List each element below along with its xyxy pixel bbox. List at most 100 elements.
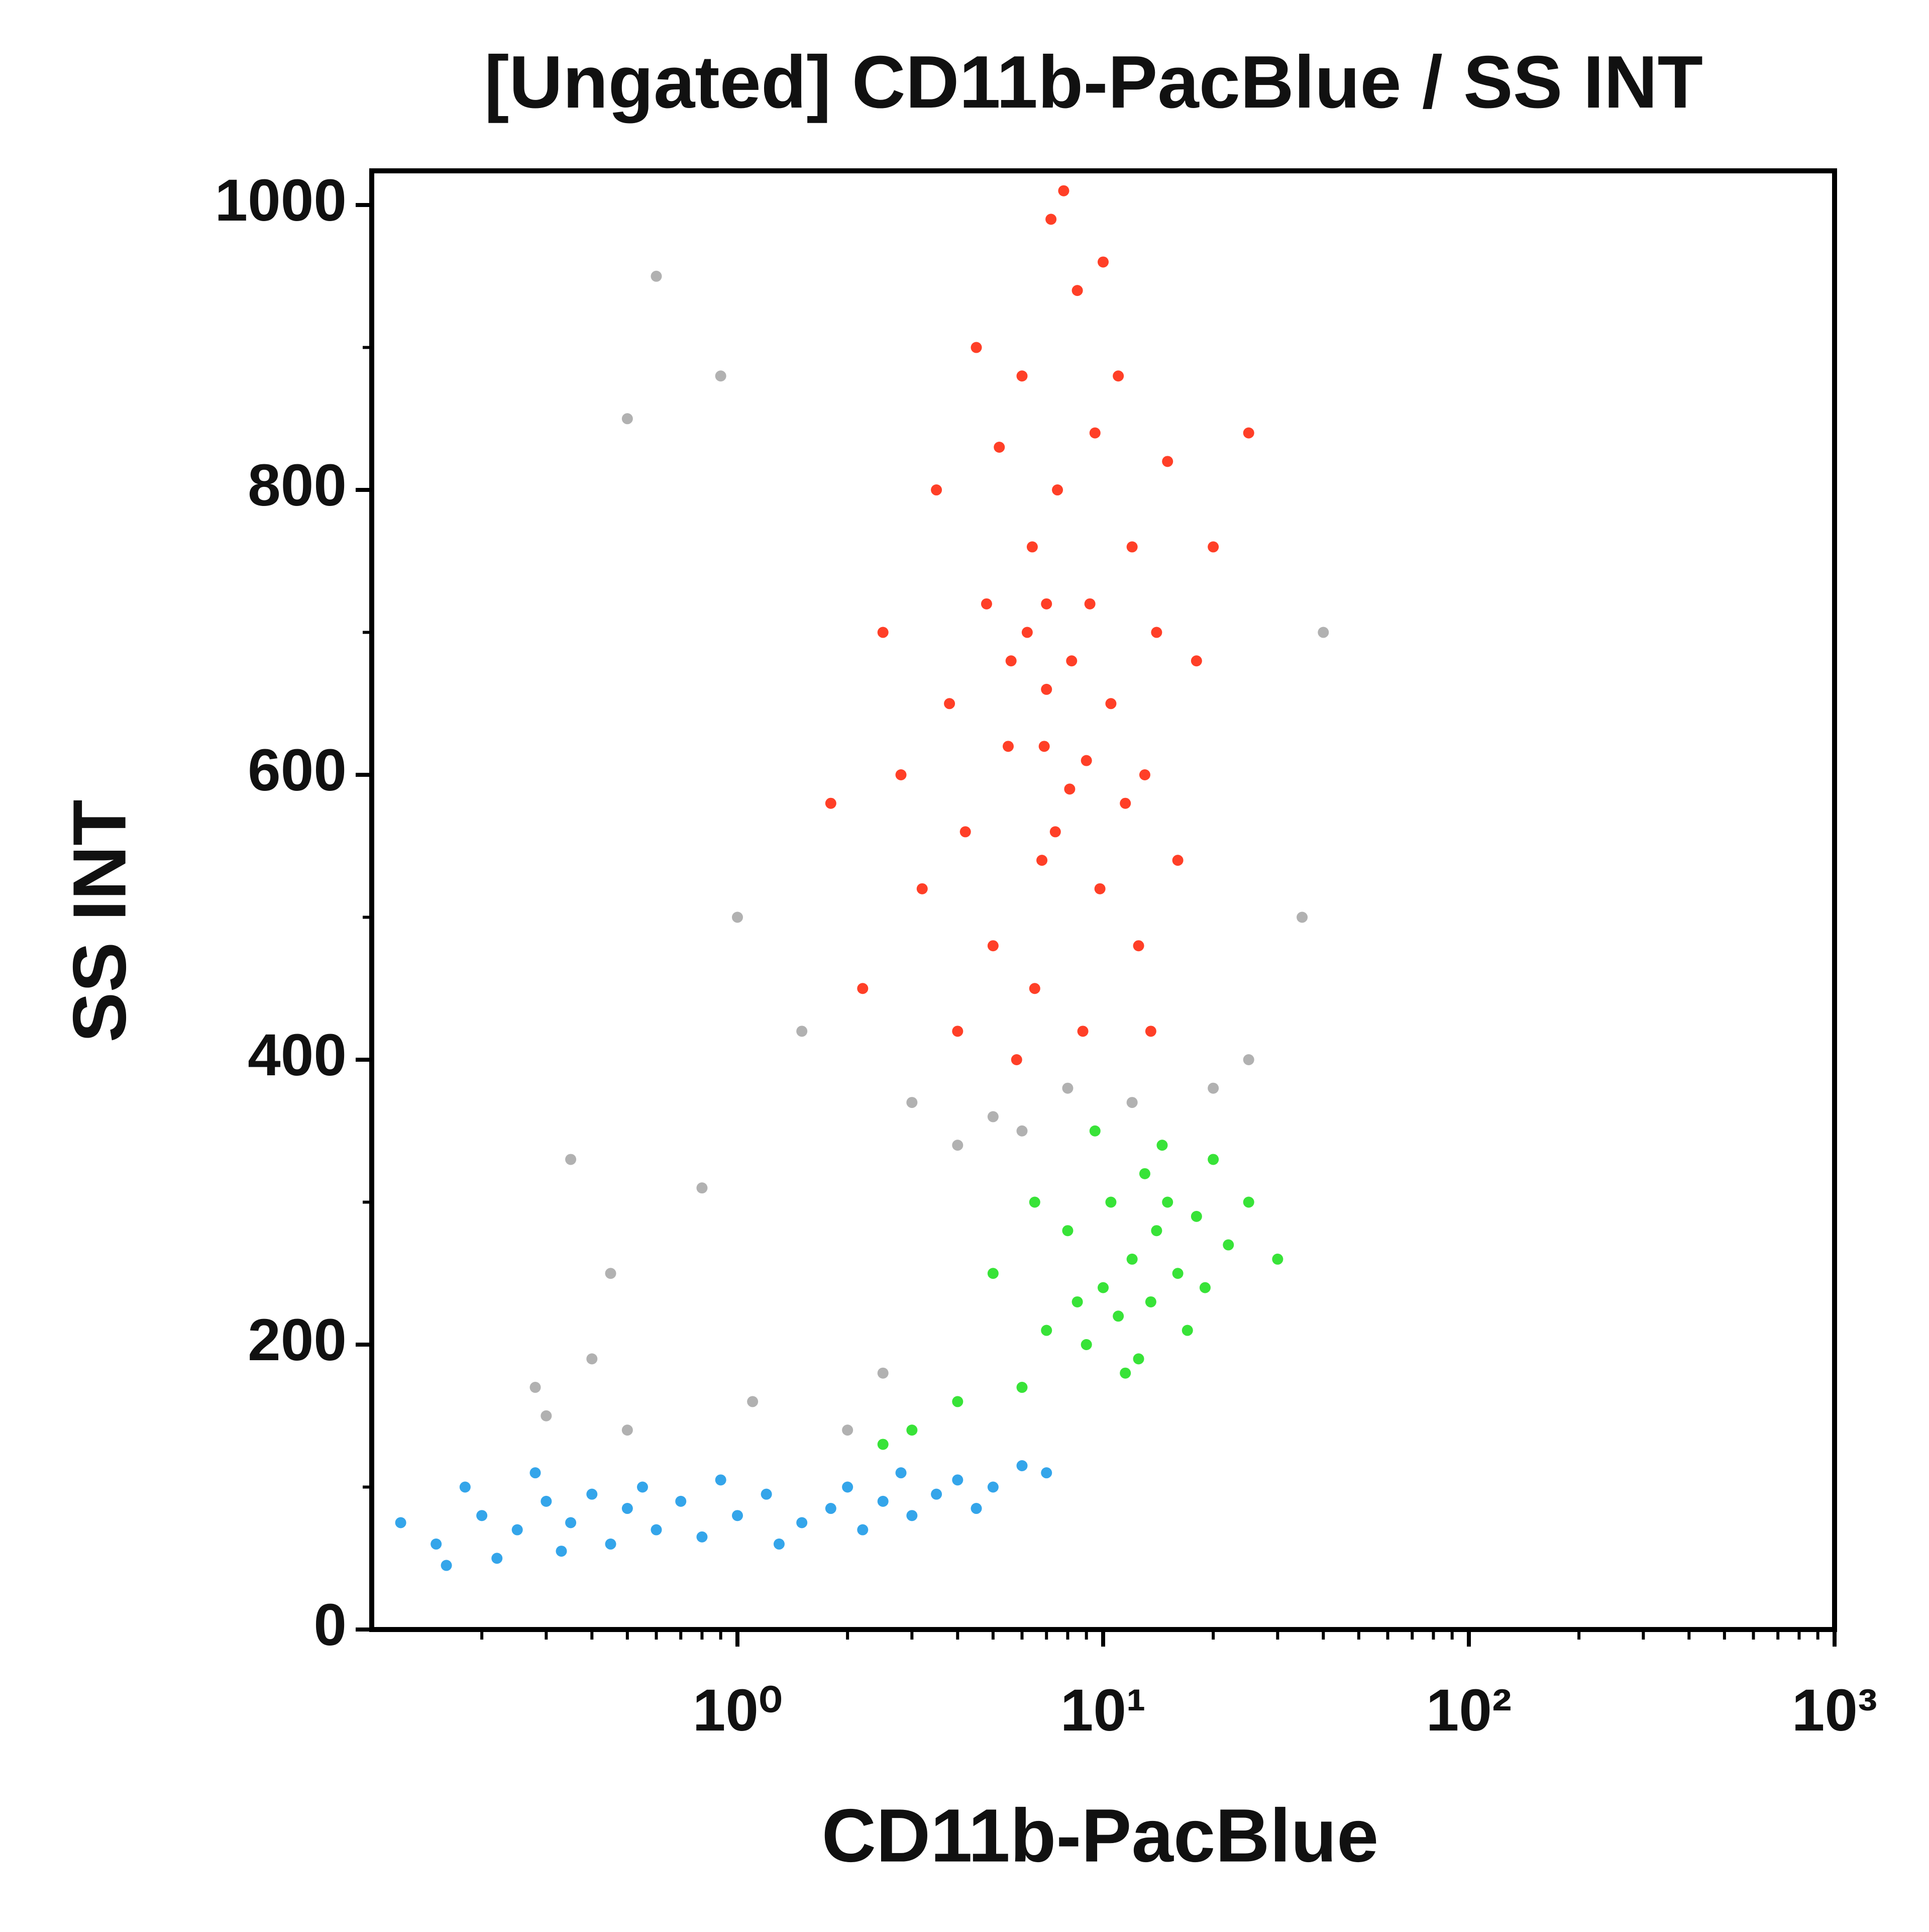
- scatter-point: [857, 1524, 869, 1536]
- scatter-point: [1029, 983, 1040, 994]
- scatter-point: [1071, 285, 1083, 296]
- scatter-point: [1156, 1140, 1168, 1151]
- scatter-point: [761, 1488, 772, 1500]
- scatter-point: [1297, 911, 1308, 923]
- scatter-point: [605, 1538, 616, 1550]
- scatter-point: [1016, 1460, 1028, 1471]
- scatter-point: [1243, 1054, 1254, 1066]
- scatter-point: [877, 1495, 889, 1507]
- scatter-point: [952, 1026, 963, 1037]
- scatter-point: [895, 1467, 907, 1479]
- scatter-point: [1026, 541, 1038, 553]
- scatter-point: [987, 1268, 999, 1279]
- scatter-point: [1038, 741, 1050, 752]
- scatter-point: [511, 1524, 523, 1536]
- scatter-point: [1071, 1296, 1083, 1307]
- y-tick-label: 800: [248, 452, 347, 519]
- scatter-point: [1243, 427, 1254, 439]
- chart-title: [Ungated] CD11b-PacBlue / SS INT: [484, 41, 1703, 124]
- scatter-point: [1049, 826, 1061, 838]
- scatter-point: [476, 1510, 488, 1521]
- scatter-point: [1145, 1026, 1156, 1037]
- scatter-point: [1058, 185, 1069, 196]
- scatter-point: [1120, 797, 1131, 809]
- scatter-point: [586, 1353, 598, 1365]
- scatter-point: [1162, 456, 1173, 467]
- scatter-point: [1120, 1367, 1131, 1379]
- scatter-point: [1089, 1125, 1101, 1137]
- scatter-point: [916, 883, 928, 894]
- scatter-point: [906, 1425, 918, 1436]
- scatter-point: [1191, 655, 1202, 667]
- scatter-point: [952, 1474, 963, 1486]
- scatter-point: [1041, 598, 1052, 609]
- scatter-point: [825, 1503, 836, 1514]
- scatter-point: [732, 1510, 743, 1521]
- scatter-point: [586, 1488, 598, 1500]
- x-tick-label: 10¹: [1060, 1677, 1146, 1744]
- scatter-point: [1133, 940, 1144, 952]
- scatter-point: [556, 1546, 567, 1557]
- scatter-point: [1113, 370, 1124, 382]
- scatter-point: [952, 1396, 963, 1407]
- scatter-point: [1041, 1325, 1052, 1336]
- scatter-point: [994, 441, 1005, 453]
- scatter-point: [1208, 1154, 1219, 1165]
- scatter-point: [1243, 1196, 1254, 1208]
- y-tick-label: 1000: [215, 167, 347, 234]
- scatter-point: [1011, 1054, 1022, 1066]
- scatter-point: [877, 1367, 889, 1379]
- scatter-point: [1199, 1282, 1211, 1293]
- scatter-point: [857, 983, 869, 994]
- y-tick-label: 0: [313, 1592, 347, 1658]
- scatter-point: [621, 413, 633, 425]
- scatter-point: [529, 1467, 541, 1479]
- scatter-point: [529, 1382, 541, 1393]
- y-tick-label: 400: [248, 1022, 347, 1088]
- scatter-point: [987, 1481, 999, 1493]
- scatter-point: [1081, 1339, 1092, 1351]
- scatter-point: [1089, 427, 1101, 439]
- scatter-point: [696, 1531, 708, 1543]
- scatter-point: [959, 826, 971, 838]
- scatter-point: [1081, 755, 1092, 766]
- scatter-point: [1126, 1097, 1138, 1108]
- x-axis-label: CD11b-PacBlue: [822, 1793, 1379, 1878]
- scatter-point: [605, 1268, 616, 1279]
- scatter-point: [1162, 1196, 1173, 1208]
- scatter-point: [491, 1553, 503, 1564]
- scatter-point: [431, 1538, 442, 1550]
- scatter-point: [1145, 1296, 1156, 1307]
- scatter-point: [1062, 1225, 1074, 1237]
- scatter-point: [1041, 683, 1052, 695]
- scatter-point: [1062, 1082, 1074, 1094]
- scatter-point: [1126, 1253, 1138, 1265]
- scatter-point: [621, 1425, 633, 1436]
- scatter-point: [1191, 1210, 1202, 1222]
- scatter-point: [981, 598, 992, 609]
- scatter-point: [987, 1111, 999, 1123]
- scatter-point: [1021, 627, 1033, 638]
- scatter-point: [1005, 655, 1017, 667]
- scatter-point: [1151, 627, 1162, 638]
- scatter-point: [1105, 1196, 1117, 1208]
- scatter-point: [842, 1481, 853, 1493]
- plot-frame: [369, 168, 1837, 1632]
- scatter-point: [1139, 1168, 1150, 1179]
- axes: 0 200 400 600 800 1000 10⁰ 10¹ 10² 10³: [215, 167, 1877, 1744]
- scatter-point: [1052, 484, 1063, 496]
- scatter-point: [715, 370, 726, 382]
- x-tick-label: 10³: [1792, 1677, 1878, 1744]
- scatter-point: [1002, 741, 1014, 752]
- scatter-point: [895, 769, 907, 781]
- scatter-point: [906, 1510, 918, 1521]
- scatter-point: [651, 1524, 662, 1536]
- scatter-point: [842, 1425, 853, 1436]
- scatter-point: [877, 627, 889, 638]
- scatter-point: [441, 1560, 452, 1571]
- scatter-point: [1139, 769, 1150, 781]
- scatter-point: [796, 1026, 808, 1037]
- scatter-point: [825, 797, 836, 809]
